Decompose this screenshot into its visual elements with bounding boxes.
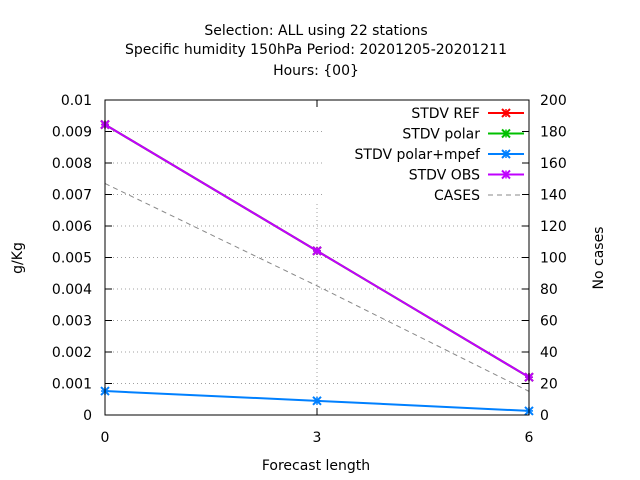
legend-label-stdv-polar: STDV polar [402, 127, 480, 143]
x-axis-label: Forecast length [262, 458, 370, 474]
y-tick-label: 0.006 [52, 219, 92, 235]
series-line-cases [104, 183, 530, 392]
y2-tick-label: 200 [540, 93, 567, 109]
y-tick-label: 0.008 [52, 156, 92, 172]
x-tick-label: 3 [313, 430, 322, 446]
y2-tick-label: 100 [540, 251, 567, 267]
y2-axis-label: No cases [591, 227, 607, 290]
y-tick-label: 0.007 [52, 188, 92, 204]
y2-tick-label: 120 [540, 219, 567, 235]
plot-series [100, 119, 534, 416]
title-line-2: Specific humidity 150hPa Period: 2020120… [125, 42, 507, 58]
y2-tick-label: 20 [540, 377, 558, 393]
y2-tick-label: 40 [540, 345, 558, 361]
y2-tick-label: 0 [540, 408, 549, 424]
y-tick-label: 0.003 [52, 314, 92, 330]
y-tick-label: 0.001 [52, 377, 92, 393]
y-axis-label: g/Kg [10, 242, 26, 274]
y-tick-label: 0.01 [61, 93, 92, 109]
title-line-1: Selection: ALL using 22 stations [204, 23, 427, 39]
y-tick-label: 0.002 [52, 345, 92, 361]
y2-tick-label: 160 [540, 156, 567, 172]
plot-frame [104, 99, 530, 416]
legend-label-stdv-ref: STDV REF [411, 106, 480, 122]
y-tick-label: 0.005 [52, 251, 92, 267]
legend-label-cases: CASES [434, 188, 480, 204]
x-tick-label: 0 [101, 430, 110, 446]
axis-ticks: 0 0.001 0.002 0.003 0.004 0.005 0.006 0.007 0.00… [52, 93, 567, 446]
x-tick-label: 6 [525, 430, 534, 446]
y2-tick-label: 60 [540, 314, 558, 330]
grid [105, 131, 529, 415]
y-tick-label: 0.009 [52, 125, 92, 141]
title-line-3: Hours: {00} [273, 63, 359, 79]
legend: STDV REF STDV polar STDV polar+mpef STDV OB… [355, 106, 524, 204]
y2-tick-label: 180 [540, 125, 567, 141]
y2-tick-label: 140 [540, 188, 567, 204]
legend-label-stdv-obs: STDV OBS [409, 168, 480, 184]
chart-title: Selection: ALL using 22 stations Specifi… [125, 23, 507, 79]
y-tick-label: 0 [83, 408, 92, 424]
series-cases [104, 183, 530, 392]
y-tick-label: 0.004 [52, 282, 92, 298]
legend-label-stdv-polar-mpef: STDV polar+mpef [355, 147, 482, 163]
y2-tick-label: 80 [540, 282, 558, 298]
